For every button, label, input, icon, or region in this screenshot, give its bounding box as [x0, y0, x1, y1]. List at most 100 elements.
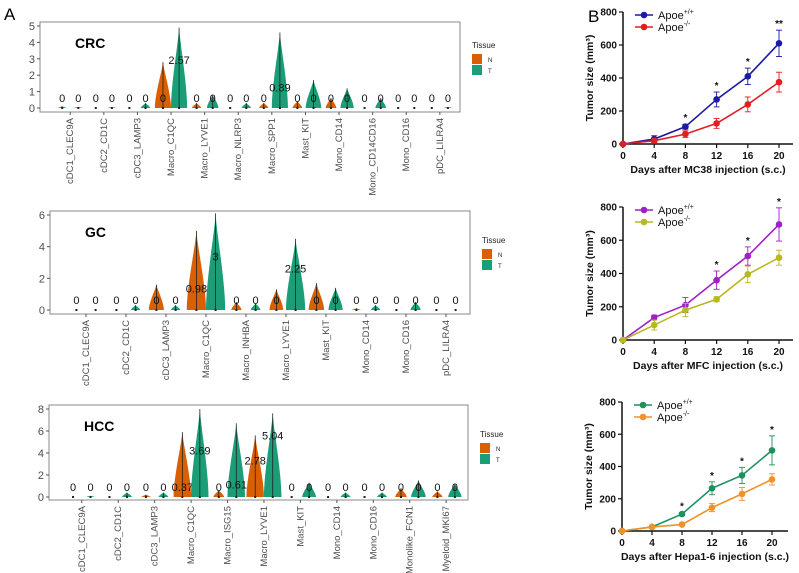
plot-title: HCC — [84, 418, 114, 434]
median-label: 3 — [213, 252, 219, 264]
y-tick-label: 600 — [600, 236, 617, 247]
median-label: 0 — [362, 93, 368, 105]
median-label: 0 — [379, 482, 385, 494]
data-point — [713, 120, 720, 127]
median-point — [235, 309, 238, 311]
median-label: 0.98 — [186, 283, 207, 295]
x-tick-label: 12 — [711, 347, 723, 358]
data-point — [648, 523, 656, 531]
data-point — [682, 123, 689, 130]
median-point — [296, 107, 299, 109]
legend-swatch-T — [480, 454, 490, 464]
y-tick-label: 400 — [599, 462, 616, 473]
x-tick-label: Mono_CD14 — [334, 118, 345, 171]
series-line — [622, 223, 780, 341]
median-point — [178, 107, 181, 109]
tumor-growth-chart-3: 0 200 400 600 800 0 4 8 12 16 20 Days after Hepa1-6… — [583, 398, 789, 564]
median-point — [430, 107, 433, 109]
legend-swatch-N — [480, 443, 490, 453]
median-point — [174, 309, 177, 311]
median-point — [75, 309, 78, 311]
series-line — [622, 81, 780, 145]
median-label: 0 — [306, 482, 312, 494]
median-label: 0 — [124, 482, 130, 494]
median-label: 0 — [106, 482, 112, 494]
x-tick-label: Macro_LYVE1 — [200, 118, 211, 179]
data-point — [682, 306, 689, 314]
data-point — [744, 101, 752, 108]
median-label: 0 — [153, 295, 159, 307]
median-label: 0 — [325, 482, 331, 494]
legend-swatch-N — [482, 249, 492, 259]
median-label: 0 — [310, 93, 316, 105]
y-tick-label: 0 — [29, 103, 35, 115]
data-point — [650, 321, 658, 329]
median-point — [245, 107, 248, 109]
series-line — [622, 257, 780, 341]
median-point — [254, 309, 257, 311]
median-point — [229, 107, 232, 109]
median-point — [374, 309, 377, 311]
x-tick-label: Mast_KIT — [295, 506, 306, 547]
x-tick-label: Macro_SPP1 — [267, 118, 278, 174]
data-point — [768, 447, 776, 454]
x-tick-label: pDC_LILRA4 — [441, 320, 452, 376]
median-point — [308, 496, 311, 498]
y-tick-label: 1 — [29, 87, 35, 99]
median-point — [61, 107, 64, 109]
median-label: 0 — [395, 93, 401, 105]
x-tick-label: 16 — [742, 151, 754, 162]
median-point — [155, 309, 158, 311]
legend-title: Tissue — [480, 430, 504, 439]
median-label: 0 — [433, 295, 439, 307]
x-tick-label: 12 — [706, 538, 718, 549]
median-label: 0 — [160, 482, 166, 494]
data-point — [678, 510, 686, 518]
x-axis-label: Days after MFC injection (s.c.) — [633, 360, 783, 372]
median-label: 0 — [398, 482, 404, 494]
y-tick-label: 600 — [599, 430, 616, 441]
x-tick-label: cDC2_CD1C — [113, 506, 124, 561]
tumor-growth-chart-2: 0 200 400 600 800 0 4 8 12 16 20 Days after MFC inj… — [584, 197, 793, 372]
x-tick-label: Macro_C1QC — [166, 118, 177, 176]
x-tick-label: Mono_CD14 — [332, 506, 343, 559]
data-point — [775, 78, 783, 86]
y-axis-label: Tumor size (mm³) — [584, 35, 596, 122]
data-point — [678, 521, 686, 528]
significance-marker: * — [715, 81, 719, 92]
x-tick-label: 20 — [766, 538, 778, 549]
x-tick-label: 8 — [683, 151, 689, 162]
legend-swatch-N — [472, 54, 482, 64]
median-point — [125, 496, 128, 498]
x-tick-label: cDC3_LAMP3 — [161, 320, 172, 380]
median-label: 0 — [411, 93, 417, 105]
y-tick-label: 200 — [600, 302, 617, 313]
median-point — [217, 496, 220, 498]
data-point — [775, 40, 783, 47]
y-tick-label: 2 — [29, 70, 35, 82]
y-tick-label: 2 — [39, 273, 45, 285]
median-label: 0 — [87, 482, 93, 494]
median-label: 0 — [445, 93, 451, 105]
x-tick-label: cDC2_CD1C — [99, 118, 110, 173]
median-label: 2.57 — [168, 55, 189, 67]
median-label: 0 — [393, 295, 399, 307]
x-tick-label: 0 — [620, 347, 626, 358]
panel-label-b: B — [588, 7, 599, 26]
median-label: 3.69 — [189, 445, 210, 457]
data-point — [768, 476, 776, 483]
x-tick-label: Myeloid_MKI67 — [441, 506, 452, 571]
median-point — [181, 496, 184, 498]
y-tick-label: 800 — [599, 398, 616, 409]
y-axis-label: Tumor size (mm³) — [583, 423, 595, 510]
median-point — [436, 496, 439, 498]
median-point — [278, 107, 281, 109]
significance-marker: * — [740, 456, 744, 467]
median-label: 0 — [294, 93, 300, 105]
legend-title: Tissue — [472, 41, 496, 50]
x-tick-label: pDC_LILRA4 — [435, 118, 446, 174]
median-point — [195, 107, 198, 109]
series-line — [622, 42, 780, 145]
